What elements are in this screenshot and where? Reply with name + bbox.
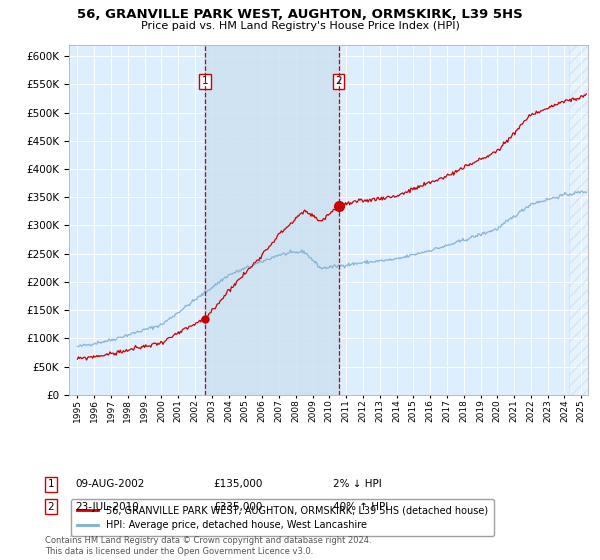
Text: 56, GRANVILLE PARK WEST, AUGHTON, ORMSKIRK, L39 5HS: 56, GRANVILLE PARK WEST, AUGHTON, ORMSKI… xyxy=(77,8,523,21)
Text: 2: 2 xyxy=(335,77,342,86)
Text: 1: 1 xyxy=(202,77,208,86)
Text: 2: 2 xyxy=(47,502,55,512)
Bar xyxy=(569,45,588,395)
Text: 2% ↓ HPI: 2% ↓ HPI xyxy=(333,479,382,489)
Text: Price paid vs. HM Land Registry's House Price Index (HPI): Price paid vs. HM Land Registry's House … xyxy=(140,21,460,31)
Text: £135,000: £135,000 xyxy=(213,479,262,489)
Text: 23-JUL-2010: 23-JUL-2010 xyxy=(75,502,139,512)
Text: 40% ↑ HPI: 40% ↑ HPI xyxy=(333,502,388,512)
Text: 1: 1 xyxy=(47,479,55,489)
Bar xyxy=(205,45,338,395)
Text: £335,000: £335,000 xyxy=(213,502,262,512)
Legend: 56, GRANVILLE PARK WEST, AUGHTON, ORMSKIRK, L39 5HS (detached house), HPI: Avera: 56, GRANVILLE PARK WEST, AUGHTON, ORMSKI… xyxy=(71,500,494,536)
Text: 09-AUG-2002: 09-AUG-2002 xyxy=(75,479,145,489)
Text: Contains HM Land Registry data © Crown copyright and database right 2024.
This d: Contains HM Land Registry data © Crown c… xyxy=(45,536,371,556)
